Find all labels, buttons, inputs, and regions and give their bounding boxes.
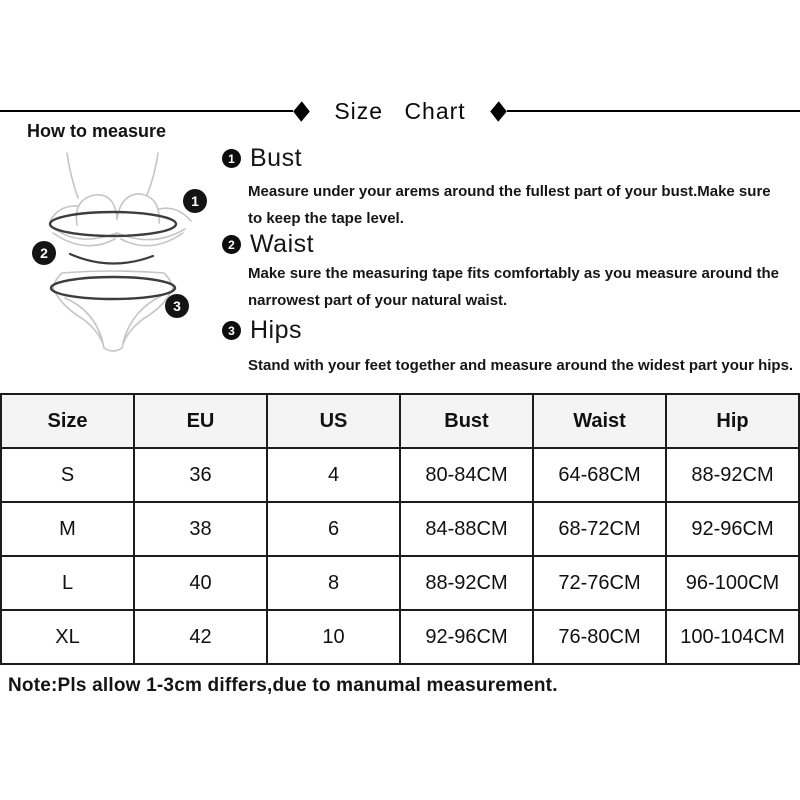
- table-cell: 64-68CM: [532, 447, 667, 503]
- page-title: Size Chart: [334, 97, 466, 124]
- table-cell: 96-100CM: [665, 555, 800, 611]
- section-bust-heading: Bust: [250, 144, 303, 172]
- section-hips: 3 Hips Stand with your feet together and…: [222, 316, 797, 379]
- table-row: XL 42 10 92-96CM 76-80CM 100-104CM: [0, 609, 800, 665]
- section-text-line: Stand with your feet together and measur…: [248, 357, 794, 374]
- table-cell: 92-96CM: [399, 609, 534, 665]
- bust-tape-line: [48, 210, 178, 238]
- table-cell: S: [0, 447, 135, 503]
- table-header-cell: Waist: [532, 393, 667, 449]
- table-header-cell: Size: [0, 393, 135, 449]
- table-cell: XL: [0, 609, 135, 665]
- size-table: Size EU US Bust Waist Hip S 36 4 80-84CM…: [0, 393, 800, 665]
- measure-badge-1: 1: [183, 189, 207, 213]
- table-cell: 6: [266, 501, 401, 557]
- waist-tape-line: [68, 252, 155, 265]
- how-to-measure-heading: How to measure: [27, 121, 167, 141]
- section-bust-text: Measure under your arems around the full…: [248, 178, 797, 232]
- title-row: Size Chart: [0, 98, 800, 124]
- title-rule-left: [0, 110, 294, 112]
- table-cell: 80-84CM: [399, 447, 534, 503]
- section-waist: 2 Waist Make sure the measuring tape fit…: [222, 230, 797, 314]
- table-cell: 88-92CM: [665, 447, 800, 503]
- table-cell: 10: [266, 609, 401, 665]
- table-header-cell: EU: [133, 393, 268, 449]
- table-cell: M: [0, 501, 135, 557]
- bust-number-badge: 1: [222, 149, 241, 168]
- table-cell: 88-92CM: [399, 555, 534, 611]
- table-cell: 68-72CM: [532, 501, 667, 557]
- section-waist-text: Make sure the measuring tape fits comfor…: [248, 260, 797, 314]
- section-text-line: narrowest part of your natural waist.: [248, 292, 508, 309]
- table-cell: 92-96CM: [665, 501, 800, 557]
- waist-number-badge: 2: [222, 235, 241, 254]
- hip-tape-line: [49, 275, 177, 301]
- diamond-icon: [293, 100, 311, 122]
- hips-number-badge: 3: [222, 321, 241, 340]
- section-bust: 1 Bust Measure under your arems around t…: [222, 144, 797, 232]
- table-cell: 4: [266, 447, 401, 503]
- table-cell: 42: [133, 609, 268, 665]
- table-cell: 38: [133, 501, 268, 557]
- table-header-cell: Bust: [399, 393, 534, 449]
- section-hips-heading-row: 3 Hips: [222, 316, 797, 345]
- table-cell: 40: [133, 555, 268, 611]
- table-row: S 36 4 80-84CM 64-68CM 88-92CM: [0, 447, 800, 503]
- measure-badge-3: 3: [165, 294, 189, 318]
- title-rule-right: [506, 110, 800, 112]
- table-cell: 72-76CM: [532, 555, 667, 611]
- note-text: Note:Pls allow 1-3cm differs,due to manu…: [8, 675, 558, 696]
- table-cell: 8: [266, 555, 401, 611]
- section-waist-heading: Waist: [250, 230, 315, 258]
- section-text-line: to keep the tape level.: [248, 210, 404, 227]
- section-text-line: Make sure the measuring tape fits comfor…: [248, 265, 779, 282]
- bikini-top-outline: [49, 152, 192, 247]
- bikini-illustration: [48, 152, 192, 352]
- table-header-cell: Hip: [665, 393, 800, 449]
- table-header-cell: US: [266, 393, 401, 449]
- table-row: L 40 8 88-92CM 72-76CM 96-100CM: [0, 555, 800, 611]
- bikini-bottom-outline: [52, 270, 174, 352]
- table-cell: 84-88CM: [399, 501, 534, 557]
- table-cell: 100-104CM: [665, 609, 800, 665]
- table-row: M 38 6 84-88CM 68-72CM 92-96CM: [0, 501, 800, 557]
- diamond-icon: [489, 100, 507, 122]
- section-hips-heading: Hips: [250, 316, 303, 344]
- table-header-row: Size EU US Bust Waist Hip: [0, 393, 800, 449]
- section-hips-text: Stand with your feet together and measur…: [248, 352, 797, 379]
- measure-badge-2: 2: [32, 241, 56, 265]
- table-cell: 36: [133, 447, 268, 503]
- section-text-line: Measure under your arems around the full…: [248, 183, 771, 200]
- section-bust-heading-row: 1 Bust: [222, 144, 797, 173]
- table-cell: L: [0, 555, 135, 611]
- section-waist-heading-row: 2 Waist: [222, 230, 797, 259]
- table-cell: 76-80CM: [532, 609, 667, 665]
